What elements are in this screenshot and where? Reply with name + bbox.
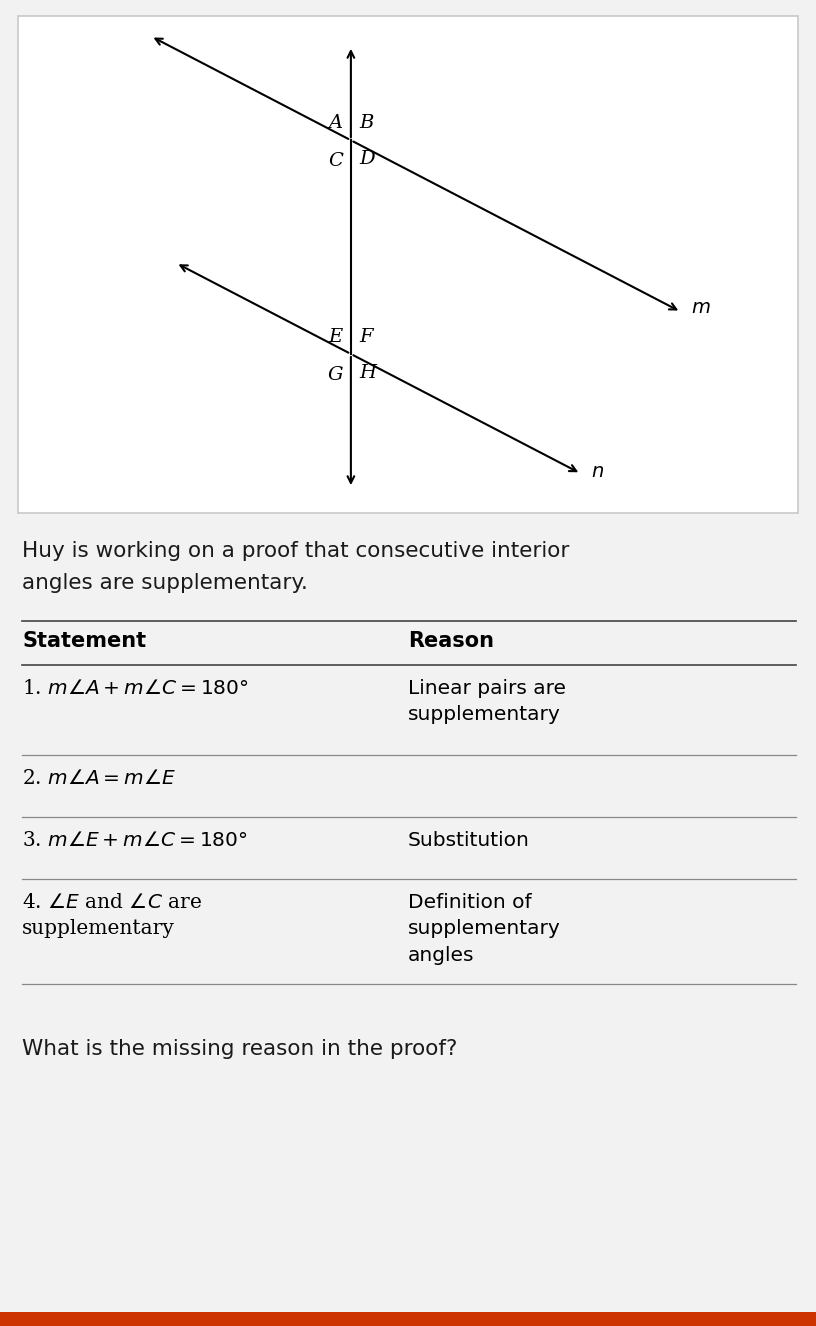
Bar [18, 16, 798, 513]
Text: angles are supplementary.: angles are supplementary. [22, 573, 308, 593]
Text: G: G [327, 366, 343, 385]
Text: $n$: $n$ [591, 463, 604, 480]
Text: $m$: $m$ [691, 298, 711, 317]
Text: C: C [328, 152, 343, 170]
Text: A: A [329, 114, 343, 133]
Text: 3. $m\angle E + m\angle C = 180°$: 3. $m\angle E + m\angle C = 180°$ [22, 831, 247, 850]
Text: 2. $m\angle A = m\angle E$: 2. $m\angle A = m\angle E$ [22, 769, 176, 788]
Text: Substitution: Substitution [408, 831, 530, 850]
Text: Huy is working on a proof that consecutive interior: Huy is working on a proof that consecuti… [22, 541, 570, 561]
Text: Linear pairs are
supplementary: Linear pairs are supplementary [408, 679, 566, 724]
Text: 4. $\angle E$ and $\angle C$ are
supplementary: 4. $\angle E$ and $\angle C$ are supplem… [22, 892, 202, 939]
Text: Definition of
supplementary
angles: Definition of supplementary angles [408, 892, 561, 965]
Text: Statement: Statement [22, 631, 146, 651]
Text: B: B [359, 114, 373, 133]
Text: E: E [329, 328, 343, 346]
Text: 1. $m\angle A + m\angle C = 180°$: 1. $m\angle A + m\angle C = 180°$ [22, 679, 249, 697]
Bar [0, 1311, 816, 1326]
Text: F: F [359, 328, 372, 346]
Text: H: H [359, 363, 376, 382]
Text: D: D [359, 150, 375, 168]
Text: Reason: Reason [408, 631, 494, 651]
Text: What is the missing reason in the proof?: What is the missing reason in the proof? [22, 1040, 458, 1059]
